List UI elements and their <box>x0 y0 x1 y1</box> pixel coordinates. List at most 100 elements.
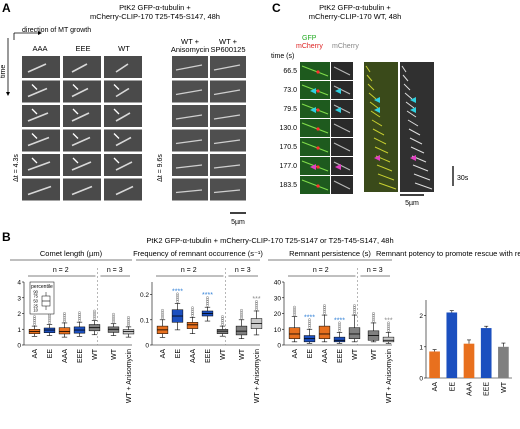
outlier-point <box>353 307 356 311</box>
kymo-trace <box>368 92 377 100</box>
panel-c-letter: C <box>272 1 281 15</box>
outlier-point <box>191 313 194 317</box>
y-tick-label: 0.1 <box>140 317 149 324</box>
outlier-point <box>293 311 296 315</box>
outlier-point <box>353 311 356 315</box>
kymo-trace <box>408 128 421 136</box>
outlier-point <box>240 308 243 312</box>
outlier-point <box>127 315 130 319</box>
mt-gray <box>333 161 351 171</box>
micrograph-grid-a <box>22 56 246 201</box>
arrowhead-icon <box>374 97 380 103</box>
kymo-trace <box>409 137 423 145</box>
arrow-icon <box>31 157 38 164</box>
outlier-point <box>293 305 296 309</box>
micrograph-tile <box>172 129 208 152</box>
arrow-icon <box>113 133 120 139</box>
outlier-point <box>78 313 81 317</box>
arrowhead-icon <box>410 97 416 103</box>
time-value: 183.5 <box>279 182 297 189</box>
outlier-point <box>93 313 96 317</box>
outlier-point <box>206 298 209 302</box>
category-label: EEE <box>77 349 84 363</box>
outlier-point <box>63 313 66 317</box>
mt-gray <box>333 66 351 76</box>
inset-tick: 75 <box>33 294 38 299</box>
panel-c-title-2: mCherry-CLIP-170 WT, 48h <box>309 12 402 21</box>
outlier-point <box>161 308 164 312</box>
outlier-point <box>78 311 81 315</box>
arrowhead-icon <box>410 155 416 161</box>
section-title: Remnant persistence (s) <box>289 249 371 258</box>
kymo-merge <box>364 62 398 192</box>
outlier-point <box>33 315 36 319</box>
time-value: 66.5 <box>283 68 297 75</box>
category-label: AAA <box>467 382 474 396</box>
microtubule-streak <box>71 63 88 73</box>
time-header: time (s) <box>271 53 294 60</box>
outlier-point <box>176 296 179 300</box>
outlier-point <box>112 316 115 320</box>
mt-gray <box>333 123 351 133</box>
arrowhead-icon <box>374 155 380 161</box>
outlier-point <box>221 315 224 319</box>
y-tick-label: 0 <box>17 343 21 350</box>
box <box>333 336 346 343</box>
arrowhead-icon <box>335 107 341 113</box>
microtubule-streak <box>115 161 133 171</box>
kymograph <box>364 62 434 192</box>
microtubule-streak <box>71 185 93 196</box>
kymo-trace <box>367 83 375 91</box>
time-value: 79.5 <box>283 106 297 113</box>
microtubule-streak <box>213 114 241 120</box>
y-tick-label: 2 <box>17 311 21 318</box>
micrograph-tile <box>210 154 246 176</box>
col-label-aniso-2: Anisomycin <box>171 45 209 54</box>
mt-green <box>301 141 329 153</box>
outlier-point <box>308 324 311 327</box>
legend-mcherry-2: mCherry <box>332 43 359 50</box>
kymo-trace <box>377 173 395 181</box>
significance-stars: *** <box>252 296 260 303</box>
outlier-point <box>176 294 179 298</box>
comet-dot <box>316 146 320 150</box>
time-label: time <box>0 65 7 78</box>
outlier-point <box>372 319 375 323</box>
category-label: AA <box>432 382 439 392</box>
outlier-point <box>176 292 179 296</box>
outlier-point <box>338 325 341 329</box>
outlier-point <box>221 317 224 320</box>
outlier-point <box>240 312 243 316</box>
comet-dot <box>316 127 320 131</box>
outlier-point <box>221 318 224 322</box>
kymo-trace <box>410 146 425 154</box>
outlier-point <box>112 320 115 324</box>
box <box>382 336 395 343</box>
category-label: AAA <box>190 349 197 363</box>
outlier-point <box>387 321 390 325</box>
kymo-trace <box>413 173 431 181</box>
outlier-point <box>191 312 194 315</box>
outlier-point <box>48 319 51 323</box>
n-label: n = 3 <box>367 267 383 274</box>
comet-dot <box>316 165 320 169</box>
y-tick-label: 2 <box>419 313 423 320</box>
outlier-point <box>33 322 36 326</box>
outlier-point <box>353 306 356 309</box>
outlier-point <box>176 300 179 303</box>
y-tick-label: 0 <box>277 343 281 350</box>
kymo-trace <box>376 164 393 172</box>
microtubule-streak <box>71 136 91 147</box>
panel-a-letter: A <box>2 1 11 15</box>
outlier-point <box>323 311 326 315</box>
outlier-point <box>240 314 243 318</box>
arrow-icon <box>31 84 38 90</box>
microtubule-streak <box>27 112 49 122</box>
outlier-point <box>93 309 96 313</box>
bar <box>480 328 492 378</box>
outlier-point <box>308 318 311 322</box>
outlier-point <box>161 310 164 314</box>
category-label: AAA <box>322 349 329 363</box>
micrograph-tile <box>104 178 142 201</box>
kymo-trace <box>404 92 413 100</box>
